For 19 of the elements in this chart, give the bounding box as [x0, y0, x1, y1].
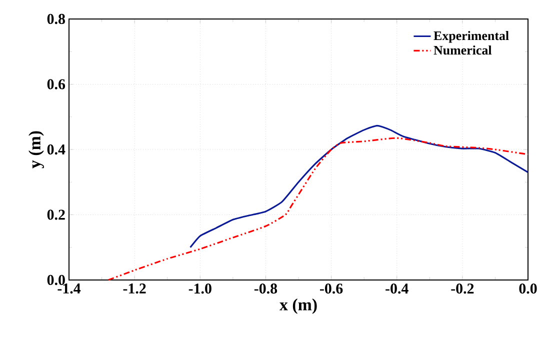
x-tick-label: -1.0 [188, 284, 212, 294]
x-tick-label: -1.4 [58, 284, 81, 294]
y-tick-label: 0.4 [47, 144, 66, 155]
line-series [190, 124, 529, 248]
x-tick-label: -0.8 [254, 284, 278, 294]
x-tick-label: -0.4 [386, 284, 408, 294]
x-tick-label: -0.6 [320, 284, 343, 294]
y-tick-label: 0.6 [47, 79, 66, 90]
line-series [108, 137, 529, 281]
x-axis-title: x (m) [280, 298, 317, 314]
x-tick-label: -0.2 [451, 284, 474, 294]
y-axis-title: y (m) [28, 131, 44, 168]
legend-label: Experimental [434, 31, 509, 43]
x-tick-label: -1.2 [123, 284, 146, 294]
legend-label: Numerical [434, 45, 492, 55]
x-tick-label: 0.0 [519, 284, 537, 294]
y-tick-label: 0.0 [47, 274, 65, 286]
y-tick-label: 0.2 [47, 210, 65, 220]
y-tick-label: 0.8 [47, 14, 65, 24]
